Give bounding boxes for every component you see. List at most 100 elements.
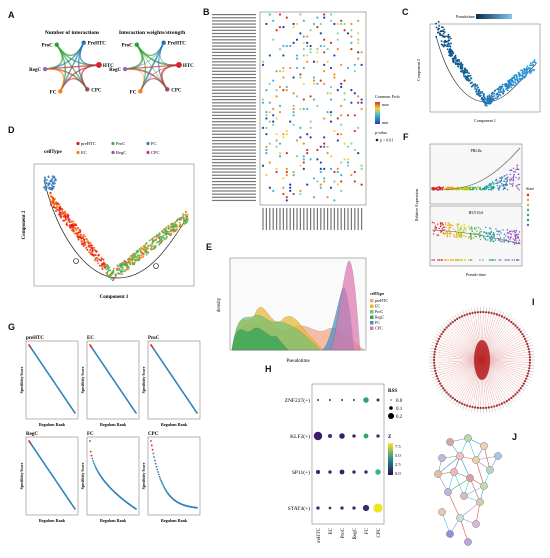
trajectory-point xyxy=(144,243,147,246)
expression-point xyxy=(432,233,435,235)
radial-node-label xyxy=(442,392,447,396)
expression-point xyxy=(511,259,513,261)
trajectory-point xyxy=(129,258,132,261)
expression-point xyxy=(494,179,497,182)
dotplot-dot xyxy=(353,148,356,152)
radial-node xyxy=(437,380,441,383)
dotplot-dot xyxy=(323,142,326,145)
trajectory-point xyxy=(99,259,102,262)
dotplot-dot xyxy=(278,48,282,51)
dotplot-row-label xyxy=(212,108,256,110)
dotplot-dot xyxy=(275,133,278,136)
dotplot-dot xyxy=(289,44,292,48)
radial-node-label xyxy=(454,314,458,319)
rss-dot xyxy=(373,503,383,513)
trajectory-point xyxy=(120,264,123,267)
trajectory-point xyxy=(107,267,110,270)
dotplot-dot xyxy=(336,117,339,120)
trajectory-point xyxy=(491,96,493,99)
panel-h-dots: ZNF227(+)KLF2(+)SP11(+)STAT4(+)preHTC EC P… xyxy=(285,397,383,543)
expression-point xyxy=(457,227,459,229)
expression-point xyxy=(460,227,463,229)
expression-point xyxy=(495,228,497,230)
expression-point xyxy=(517,184,519,186)
trajectory-point xyxy=(166,232,169,235)
dotplot-dot xyxy=(312,82,316,85)
trajectory-point xyxy=(470,81,473,84)
dotplot-dot xyxy=(353,63,356,66)
trajectory-point xyxy=(472,84,475,86)
expression-point xyxy=(516,167,518,169)
trajectory-point xyxy=(488,94,491,97)
dotplot-column-label xyxy=(306,208,308,230)
ppi-node xyxy=(434,470,442,478)
expression-point xyxy=(515,240,517,242)
trajectory-point xyxy=(95,250,98,253)
trajectory-point xyxy=(466,71,469,74)
dotplot-dot xyxy=(268,161,271,164)
trajectory-point xyxy=(510,84,512,86)
rss-dot xyxy=(327,433,333,439)
expression-point xyxy=(492,181,494,183)
expression-point xyxy=(508,230,511,233)
expression-point xyxy=(435,187,437,190)
dotplot-dot xyxy=(292,170,295,174)
expression-point xyxy=(518,189,520,191)
dotplot-dot xyxy=(326,152,329,155)
trajectory-point xyxy=(521,71,524,74)
expression-point xyxy=(448,229,450,232)
radial-node-label xyxy=(529,350,535,352)
trajectory-point xyxy=(486,102,489,105)
expression-point xyxy=(434,225,437,227)
trajectory-point xyxy=(127,266,130,269)
panel-h-rss-legend: 0.00.10.2 xyxy=(388,399,403,420)
trajectory-point xyxy=(441,44,444,46)
dotplot-dot xyxy=(265,126,268,129)
trajectory-point xyxy=(494,97,497,100)
expression-point xyxy=(447,227,450,229)
trajectory-point xyxy=(143,246,146,249)
rss-dot xyxy=(339,433,345,439)
radial-node xyxy=(507,319,511,322)
trajectory-point xyxy=(458,60,461,63)
trajectory-point xyxy=(87,245,90,248)
trajectory-point xyxy=(120,271,123,274)
dotplot-dot xyxy=(309,136,312,139)
trajectory-point xyxy=(467,78,470,80)
trajectory-point xyxy=(502,90,505,93)
dotplot-row-label xyxy=(212,136,256,139)
dotplot-dot xyxy=(323,13,326,16)
dotplot-dot xyxy=(309,51,312,54)
dotplot-dot xyxy=(326,111,329,114)
dotplot-dot xyxy=(312,196,316,199)
subplot-title: preHTC xyxy=(26,336,44,341)
dotplot-column-label xyxy=(333,208,335,230)
dotplot-dot xyxy=(319,186,322,189)
dotplot-dot xyxy=(285,133,288,136)
expression-point xyxy=(492,231,495,234)
radial-node xyxy=(505,317,508,320)
panel-e-xlabel: Pseudotime xyxy=(286,359,310,364)
trajectory-point xyxy=(136,259,139,262)
radial-node xyxy=(485,406,488,409)
expression-point xyxy=(501,183,503,185)
trajectory-point xyxy=(448,49,451,52)
expression-point xyxy=(507,259,510,261)
trajectory-point xyxy=(525,70,528,73)
radial-node-label xyxy=(491,407,493,412)
trajectory-point xyxy=(88,251,91,254)
expression-point xyxy=(496,182,499,184)
dotplot-dot xyxy=(353,92,356,95)
dotplot-column-label xyxy=(286,208,288,230)
trajectory-point xyxy=(435,22,437,25)
expression-point xyxy=(474,228,476,230)
expression-point xyxy=(515,176,517,179)
radial-node xyxy=(526,342,529,345)
ppi-node xyxy=(472,520,480,528)
expression-point xyxy=(513,175,515,177)
expression-point xyxy=(462,230,464,232)
expression-point xyxy=(482,259,484,261)
dotplot-dot xyxy=(268,120,271,123)
